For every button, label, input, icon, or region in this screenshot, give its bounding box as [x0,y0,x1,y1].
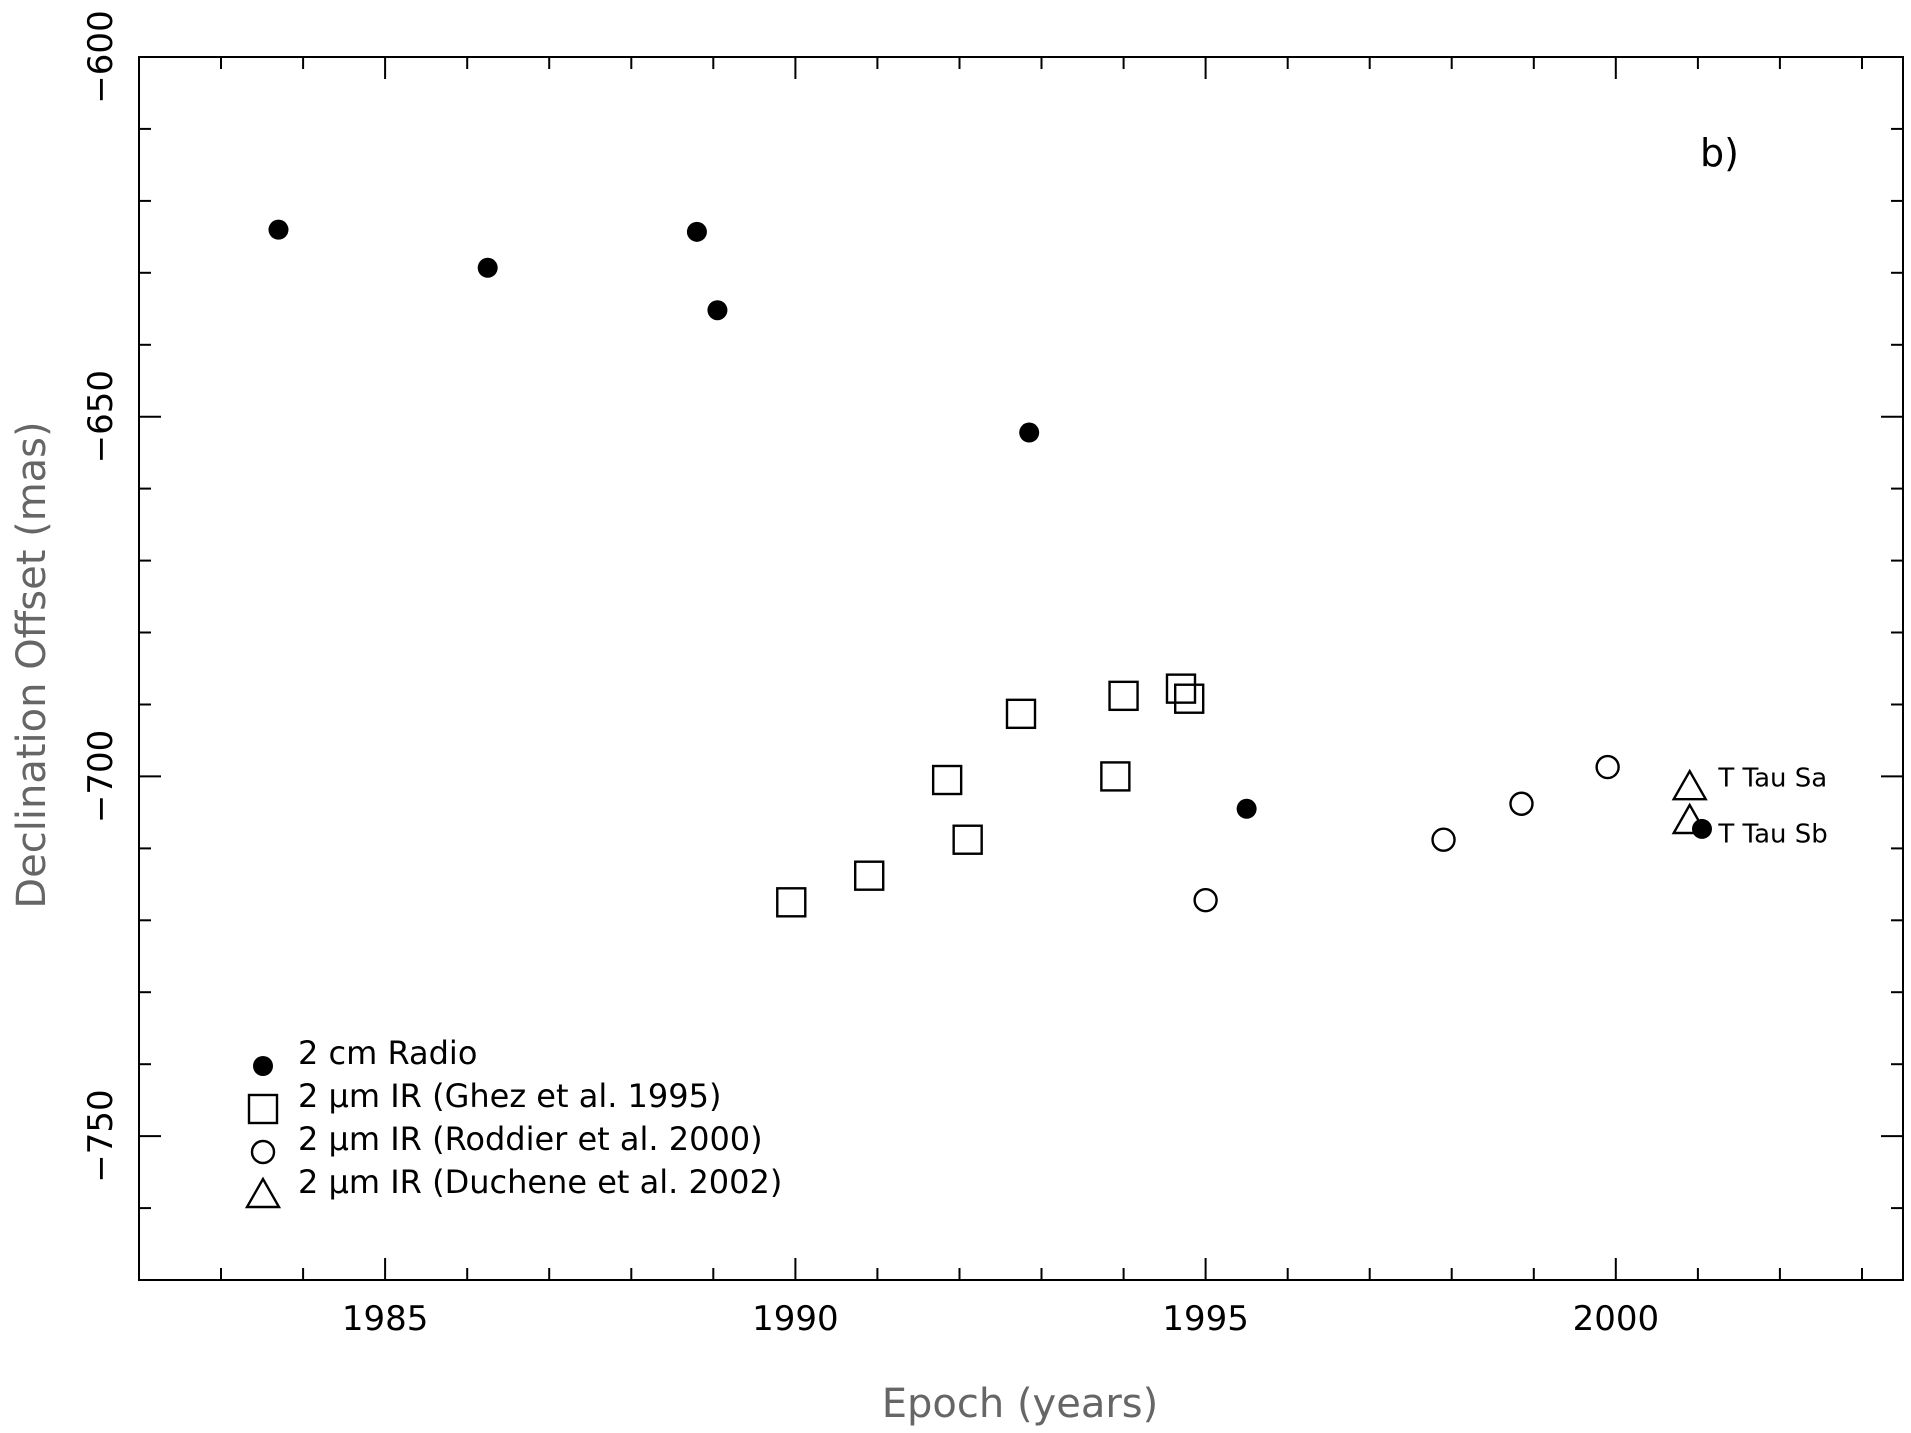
series-1-point [1165,673,1197,704]
series-3-point [1671,768,1708,801]
series-1-point [1108,680,1139,712]
series-0-point [1236,798,1257,819]
series-1-point [1173,683,1205,714]
x-tick-label: 2000 [1573,1299,1660,1339]
tick-labels: 1985 1990 1995 2000 −600 −650 −700 −750 [81,10,1659,1339]
x-tick-label: 1995 [1162,1299,1249,1339]
series-1-point [776,887,807,918]
legend-label-0: 2 cm Radio [298,1034,477,1072]
data-points [268,219,1712,918]
series-0-point [477,257,498,278]
series-3-point [1671,802,1708,835]
y-tick-label: −750 [81,1089,121,1182]
annotations: T Tau Sa T Tau Sb [1717,763,1827,849]
series-0-point [686,221,707,242]
legend-marker-1 [247,1093,279,1125]
plot-frame [138,56,1904,1281]
series-1-point [1005,698,1037,730]
legend-label-1: 2 μm IR (Ghez et al. 1995) [298,1077,721,1115]
point-annotation: T Tau Sa [1717,763,1827,793]
series-0-point [707,300,728,321]
legend-marker-3 [244,1176,282,1209]
series-1-point [952,824,983,855]
legend-label-3: 2 μm IR (Duchene et al. 2002) [298,1163,782,1201]
x-tick-label: 1985 [342,1299,429,1339]
y-axis-title: Declination Offset (mas) [9,421,55,908]
series-1-point [1100,761,1131,792]
axis-ticks [138,56,1903,1281]
y-tick-label: −700 [81,730,121,823]
legend-marker-2 [250,1139,276,1165]
legend-label-2: 2 μm IR (Roddier et al. 2000) [298,1120,763,1158]
series-2-point [1431,827,1456,852]
legend-marker-0 [253,1056,273,1076]
series-1-point [931,764,963,796]
series-2-point [1193,887,1218,913]
y-tick-label: −600 [81,10,121,103]
series-2-point [1595,754,1620,780]
y-tick-label: −650 [81,370,121,463]
panel-label: b) [1700,131,1739,175]
legend: 2 cm Radio 2 μm IR (Ghez et al. 1995) 2 μm… [244,1034,782,1209]
point-annotation: T Tau Sb [1717,820,1827,850]
series-0-point [268,219,289,240]
x-tick-label: 1990 [752,1299,839,1339]
series-0-point [1019,422,1040,443]
series-1-point [854,860,885,891]
series-2-point [1509,791,1534,816]
series-0-point [1691,818,1712,839]
x-axis-title: Epoch (years) [882,1381,1158,1427]
